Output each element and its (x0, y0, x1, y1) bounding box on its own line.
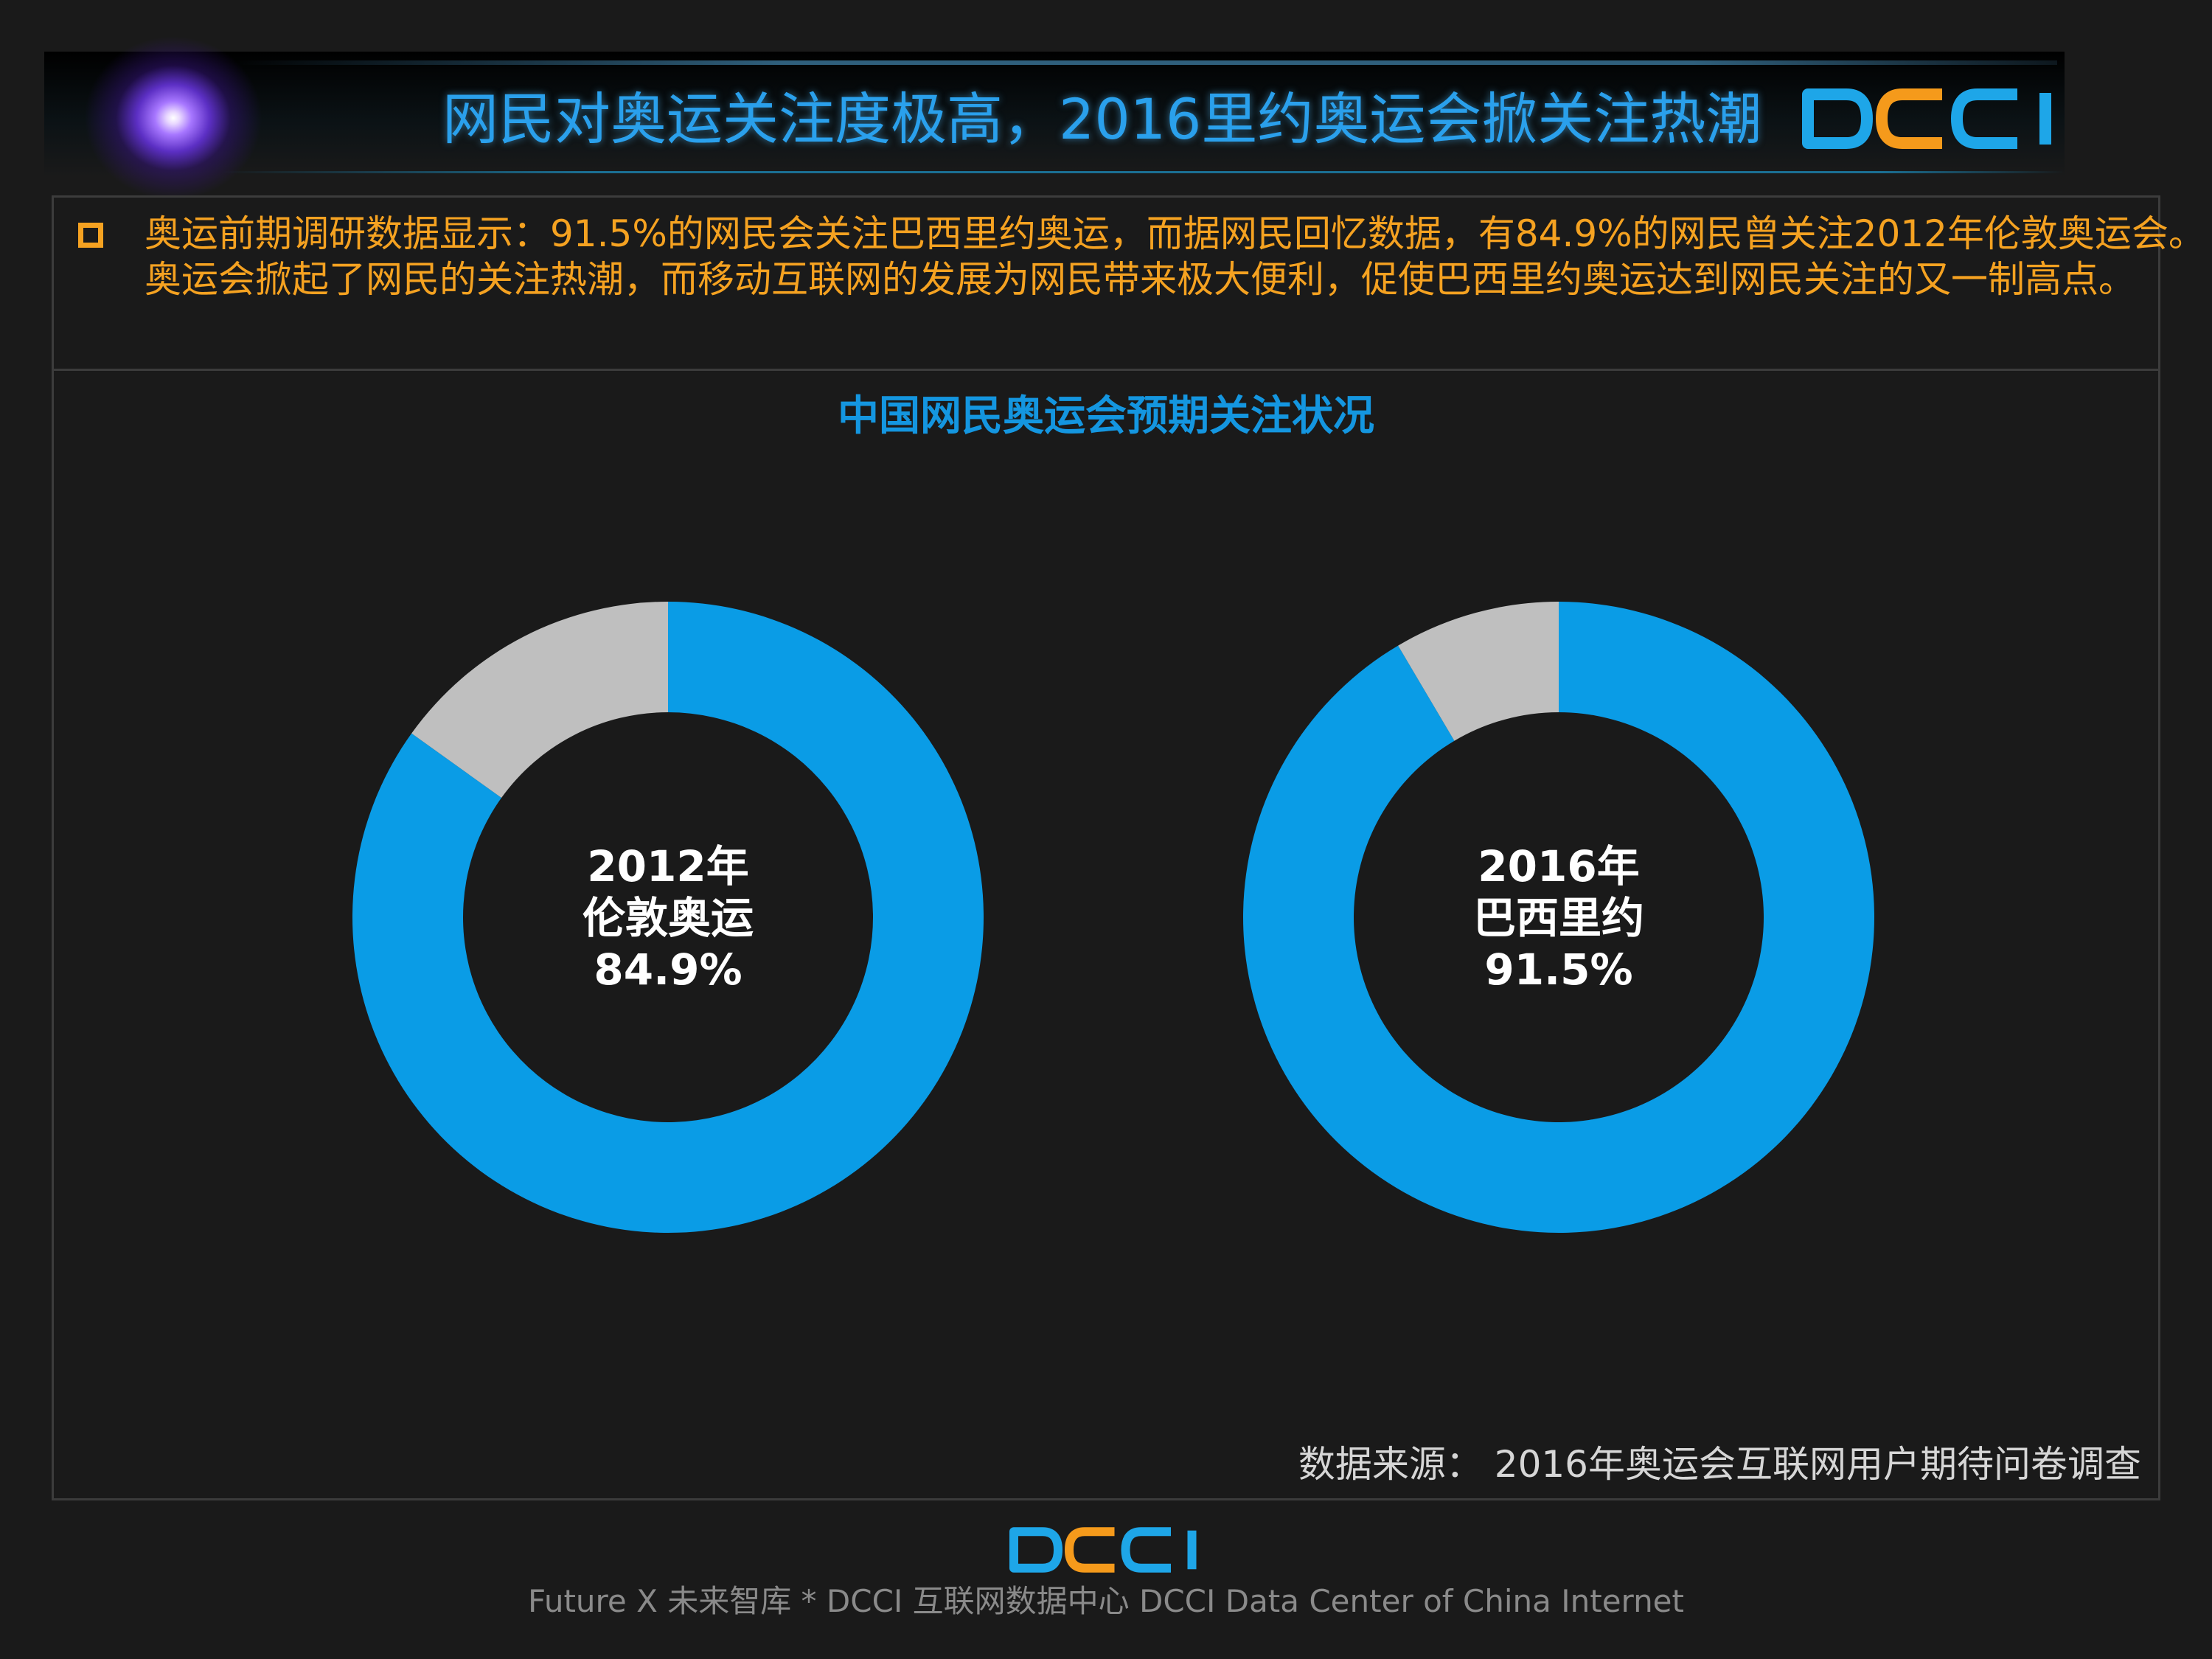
summary-line: 奥运会掀起了网民的关注热潮，而移动互联网的发展为网民带来极大便利，促使巴西里约奥… (145, 258, 2135, 301)
summary-text: 奥运前期调研数据显示：91.5%的网民会关注巴西里约奥运，而据网民回忆数据，有8… (145, 211, 2205, 302)
donut-center-label: 2012年 伦敦奥运 84.9% (521, 841, 815, 995)
logo-letter-d (1802, 88, 1873, 149)
header-underline (221, 171, 2065, 173)
header-band (44, 52, 2065, 177)
donut-label-event: 伦敦奥运 (582, 893, 754, 943)
donut-label-value: 84.9% (594, 945, 742, 995)
footer-text: Future X 未来智库 * DCCI 互联网数据中心 DCCI Data C… (527, 1583, 1684, 1619)
donut-slice-remainder (1398, 602, 1559, 741)
donut-center-label: 2016年 巴西里约 91.5% (1411, 841, 1706, 995)
donut-label-year: 2012年 (587, 841, 749, 891)
content-divider (52, 369, 2160, 371)
bullet-square-icon (78, 223, 103, 248)
slide-title: 网民对奥运关注度极高，2016里约奥运会掀关注热潮 (442, 86, 1762, 152)
summary-line: 奥运前期调研数据显示：91.5%的网民会关注巴西里约奥运，而据网民回忆数据，有8… (145, 212, 2205, 255)
chart-title: 中国网民奥运会预期关注状况 (838, 392, 1374, 440)
logo-letter-c (1121, 1527, 1171, 1573)
dcci-footer-logo (1009, 1527, 1197, 1573)
donut-label-year: 2016年 (1478, 841, 1640, 891)
donut-label-event: 巴西里约 (1472, 893, 1644, 943)
logo-letter-c (1065, 1527, 1115, 1573)
light-burst-graphic (81, 33, 265, 203)
data-source: 数据来源： 2016年奥运会互联网用户期待问卷调查 (1298, 1443, 2141, 1486)
header-bar (236, 60, 2057, 65)
logo-letter-c (1951, 88, 2017, 149)
donut-slice-remainder (411, 602, 668, 799)
logo-letter-c (1876, 88, 1942, 149)
dcci-logo (1802, 88, 2051, 149)
donut-slice-attention (352, 602, 984, 1233)
content-box (52, 195, 2160, 1500)
logo-letter-d (1009, 1527, 1062, 1573)
donut-slice-attention (1242, 602, 1874, 1233)
donut-label-value: 91.5% (1484, 945, 1633, 995)
